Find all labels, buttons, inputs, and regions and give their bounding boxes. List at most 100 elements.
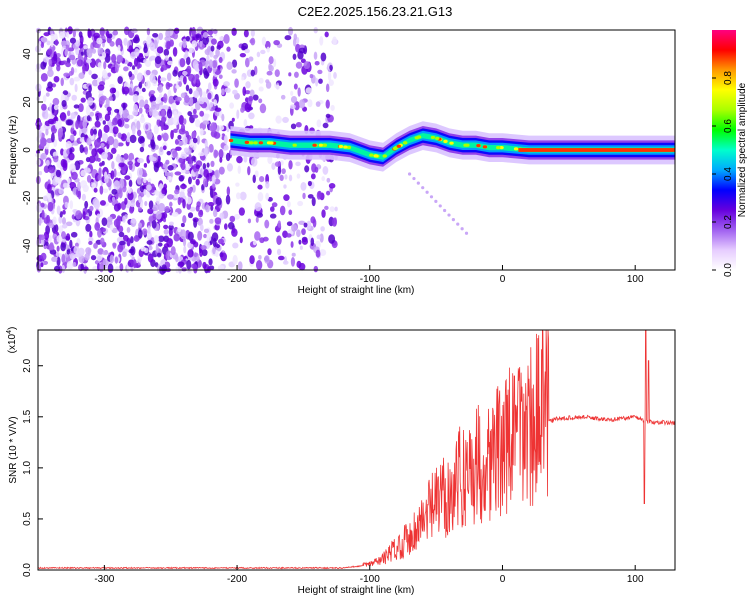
noise-speck: [170, 129, 174, 140]
noise-speck: [226, 46, 231, 52]
noise-speck: [327, 71, 332, 82]
noise-speck: [193, 218, 198, 228]
noise-speck: [225, 194, 231, 205]
noise-speck: [236, 109, 240, 120]
noise-speck: [145, 69, 151, 76]
noise-speck: [202, 32, 209, 38]
noise-speck: [212, 246, 216, 255]
noise-speck: [84, 200, 89, 209]
noise-speck: [328, 79, 334, 87]
noise-speck: [223, 81, 230, 87]
noise-speck: [88, 236, 94, 243]
noise-speck: [167, 175, 172, 181]
noise-speck: [158, 202, 166, 212]
noise-speck: [179, 58, 186, 68]
noise-speck: [77, 52, 82, 61]
noise-speck: [148, 56, 153, 62]
noise-speck: [204, 147, 208, 157]
y-tick-label: 20: [22, 96, 33, 108]
noise-speck: [186, 196, 192, 205]
noise-speck: [239, 236, 243, 244]
noise-speck: [210, 38, 217, 45]
noise-speck: [156, 46, 164, 54]
noise-speck: [306, 220, 312, 230]
noise-speck: [212, 237, 217, 248]
noise-speck: [108, 96, 114, 101]
noise-speck: [140, 177, 144, 184]
noise-speck: [48, 193, 52, 204]
noise-speck: [138, 52, 144, 58]
noise-speck: [157, 134, 162, 141]
noise-speck: [257, 191, 264, 202]
noise-speck: [97, 84, 105, 91]
noise-speck: [182, 215, 187, 224]
noise-speck: [107, 216, 113, 223]
colorbar: 0.0 0.2 0.4 0.6 0.8 Normalized spectral ampl…: [712, 30, 748, 277]
noise-speck: [70, 163, 76, 173]
noise-speck: [254, 170, 259, 178]
noise-speck: [290, 90, 294, 96]
noise-speck: [316, 119, 322, 128]
x-tick-label: -200: [227, 574, 247, 585]
noise-speck: [203, 168, 209, 178]
noise-speck: [162, 145, 167, 151]
noise-speck: [288, 72, 292, 77]
ridge-hotspot: [435, 136, 440, 141]
noise-speck: [142, 172, 148, 178]
noise-speck: [146, 130, 153, 140]
noise-speck: [114, 64, 119, 73]
y-tick-label: 1.5: [22, 409, 33, 423]
ridge-hotspot: [392, 146, 398, 151]
noise-speck: [196, 255, 200, 262]
noise-speck: [40, 42, 45, 49]
noise-speck: [138, 229, 143, 239]
noise-speck: [206, 233, 212, 242]
snr-y-label: SNR (10 * V/V): [8, 416, 19, 483]
noise-speck: [116, 54, 124, 63]
noise-speck: [207, 29, 214, 36]
noise-speck: [59, 211, 63, 218]
noise-speck: [132, 93, 139, 103]
noise-speck: [167, 117, 175, 126]
noise-speck: [46, 48, 53, 56]
noise-speck: [166, 150, 172, 156]
noise-speck: [198, 210, 204, 218]
noise-speck: [67, 119, 74, 126]
noise-speck: [81, 193, 86, 201]
noise-speck: [184, 95, 190, 104]
noise-speck: [91, 79, 99, 87]
noise-speck: [58, 225, 64, 234]
colorbar-tick-label: 0.6: [723, 119, 734, 133]
noise-speck: [244, 48, 250, 54]
noise-speck: [209, 218, 214, 224]
noise-speck: [127, 61, 133, 68]
noise-speck: [183, 118, 187, 125]
x-tick-label: 100: [627, 574, 644, 585]
noise-speck: [245, 81, 251, 89]
colorbar-ticks: 0.0 0.2 0.4 0.6 0.8: [712, 71, 734, 277]
noise-speck: [265, 192, 270, 201]
noise-speck: [49, 222, 54, 229]
noise-speck: [87, 248, 91, 256]
noise-speck: [257, 184, 263, 190]
noise-speck: [64, 201, 69, 209]
noise-speck: [226, 61, 233, 70]
noise-speck: [202, 261, 207, 269]
noise-speck: [85, 105, 91, 116]
noise-speck: [283, 194, 290, 202]
noise-speck: [232, 242, 239, 249]
noise-speck: [278, 255, 285, 261]
noise-speck: [258, 176, 265, 183]
noise-speck: [69, 181, 77, 190]
noise-speck: [172, 69, 178, 77]
noise-speck: [199, 40, 203, 48]
noise-speck: [99, 185, 104, 195]
noise-speck: [58, 215, 63, 224]
noise-speck: [172, 47, 178, 57]
noise-speck: [295, 161, 301, 167]
noise-speck: [169, 221, 174, 226]
noise-speck: [316, 234, 321, 240]
noise-speck: [168, 95, 175, 104]
noise-speck: [314, 166, 319, 173]
noise-speck: [187, 47, 195, 54]
